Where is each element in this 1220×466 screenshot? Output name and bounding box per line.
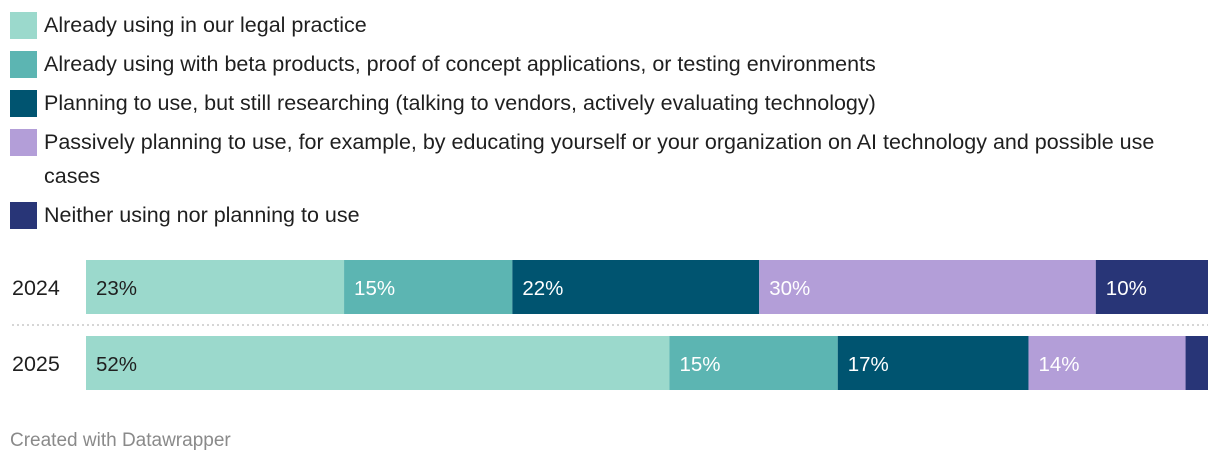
legend-item-passive: Passively planning to use, for example, … [10, 125, 1210, 193]
legend: Already using in our legal practice Alre… [10, 8, 1210, 237]
bar-segment [1095, 260, 1208, 314]
legend-label: Neither using nor planning to use [44, 203, 360, 227]
legend-swatch [10, 12, 37, 39]
bar-segment [837, 336, 1029, 390]
bar-segment [86, 336, 670, 390]
bar-segment [1185, 336, 1208, 390]
bar-value-label: 52% [96, 353, 137, 376]
bar-segment [669, 336, 838, 390]
legend-label: Planning to use, but still researching (… [44, 91, 876, 115]
bar-value-label: 30% [769, 277, 810, 300]
bar-value-label: 14% [1038, 353, 1079, 376]
legend-item-already-using: Already using in our legal practice [10, 8, 1210, 42]
bar-segment [512, 260, 760, 314]
bar-segment [86, 260, 345, 314]
bar-value-label: 10% [1106, 277, 1147, 300]
stacked-bar-chart: 2024 23% 15% 22% 30% 10% 2025 52% 15% 17% 14% [0, 256, 1220, 396]
bar-value-label: 17% [848, 353, 889, 376]
bar-segment [1028, 336, 1186, 390]
bar-value-label: 15% [354, 277, 395, 300]
bar-value-label: 15% [679, 353, 720, 376]
legend-item-researching: Planning to use, but still researching (… [10, 86, 1210, 120]
legend-swatch [10, 90, 37, 117]
legend-swatch [10, 51, 37, 78]
category-label: 2024 [12, 276, 60, 300]
legend-label: Already using in our legal practice [44, 13, 367, 37]
category-label: 2025 [12, 352, 60, 376]
chart-svg: 2024 23% 15% 22% 30% 10% 2025 52% 15% 17% 14% [12, 260, 1208, 390]
legend-swatch [10, 129, 37, 156]
legend-item-neither: Neither using nor planning to use [10, 198, 1210, 232]
legend-item-beta: Already using with beta products, proof … [10, 47, 1210, 81]
legend-label: Passively planning to use, for example, … [44, 130, 1155, 188]
bar-segment [344, 260, 513, 314]
bar-value-label: 22% [522, 277, 563, 300]
bar-value-label: 23% [96, 277, 137, 300]
footer-credit: Created with Datawrapper [10, 430, 231, 451]
legend-swatch [10, 202, 37, 229]
legend-label: Already using with beta products, proof … [44, 52, 876, 76]
bar-segment [759, 260, 1096, 314]
